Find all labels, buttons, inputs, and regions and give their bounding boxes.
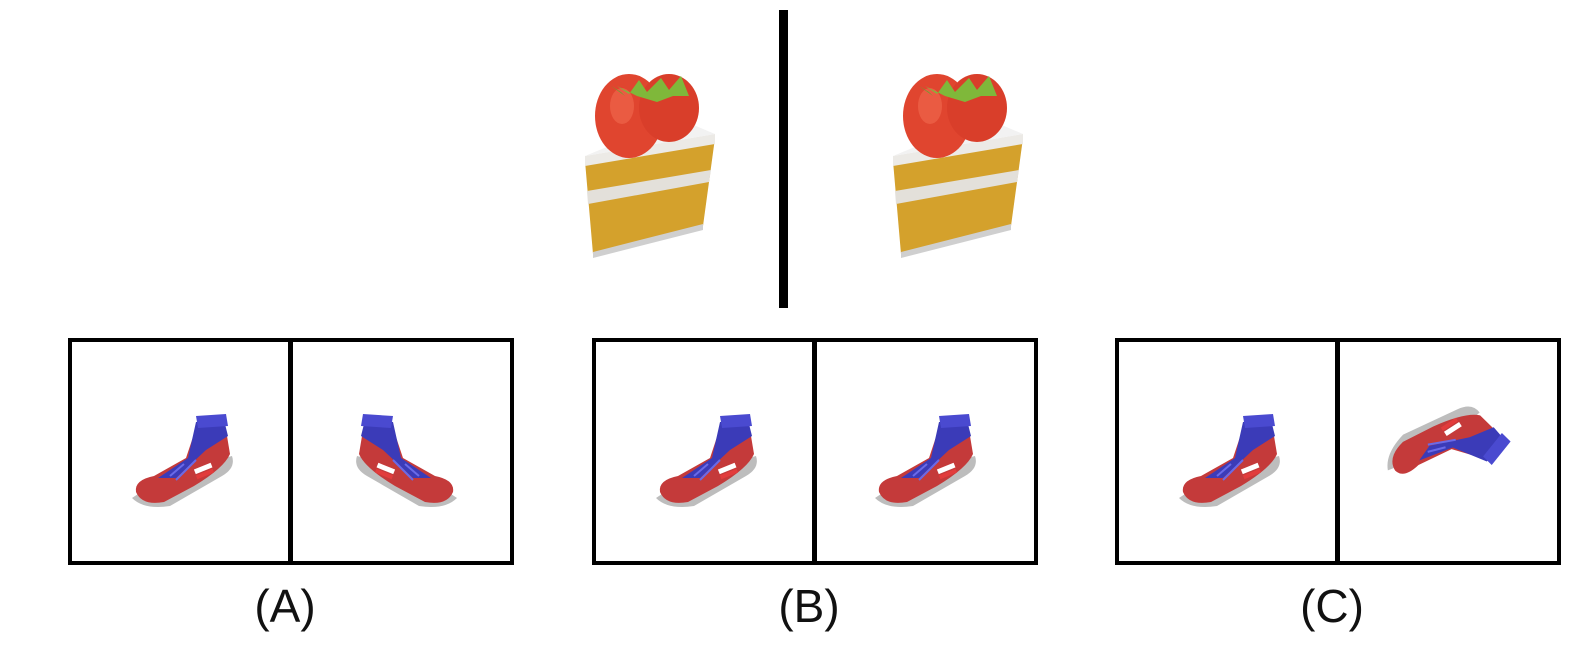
strawberry-cake-icon (577, 66, 727, 266)
reference-divider (779, 10, 788, 308)
sneaker-icon (1171, 406, 1291, 516)
option-c-right-panel (1340, 342, 1556, 561)
option-a-left-panel (72, 342, 288, 561)
option-a-label: (A) (254, 580, 316, 632)
option-c-left-panel (1119, 342, 1335, 561)
option-b-divider (812, 342, 817, 561)
sneaker-icon (648, 406, 768, 516)
option-a-frame[interactable] (68, 338, 514, 565)
option-b-frame[interactable] (592, 338, 1038, 565)
option-a-divider (288, 342, 293, 561)
option-b-label: (B) (778, 580, 840, 632)
sneaker-icon (867, 406, 987, 516)
option-a-right-panel (293, 342, 509, 561)
option-c-label: (C) (1300, 580, 1364, 632)
sneaker-mirrored-icon (345, 406, 465, 516)
sneaker-icon (124, 406, 244, 516)
sneaker-rotated-icon (1369, 368, 1528, 529)
option-b-right-panel (817, 342, 1033, 561)
reference-pair (0, 0, 1584, 320)
option-b-left-panel (596, 342, 812, 561)
strawberry-cake-icon (885, 66, 1035, 266)
option-c-frame[interactable] (1115, 338, 1561, 565)
option-c-divider (1335, 342, 1340, 561)
